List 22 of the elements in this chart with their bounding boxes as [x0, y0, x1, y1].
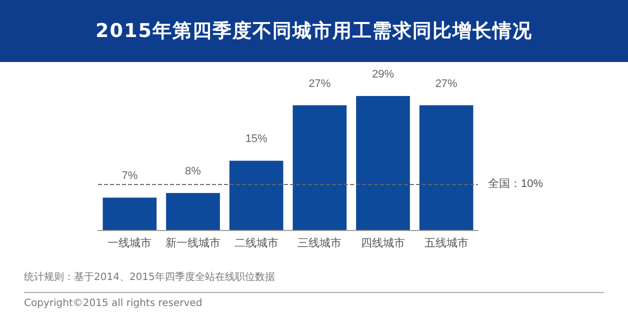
text: 统计规则：基于2014、2015年四季度全站在线职位数据 — [24, 272, 276, 283]
ref-line-label: 全国：10% — [488, 178, 544, 190]
data-label: 7% — [122, 170, 138, 182]
data-label: 8% — [185, 166, 202, 178]
data-label: 27% — [435, 78, 458, 90]
bar — [419, 105, 474, 230]
x-tick-label: 二线城市 — [234, 236, 278, 250]
x-tick-label: 三线城市 — [298, 236, 342, 250]
bar — [102, 198, 157, 230]
chart-title: 2015年第四季度不同城市用工需求同比增长情况 — [0, 0, 628, 62]
bar — [292, 105, 347, 230]
bar — [356, 96, 410, 230]
x-tick-label: 一线城市 — [108, 236, 152, 250]
bar — [229, 160, 284, 230]
x-tick-label: 五线城市 — [424, 236, 468, 250]
text: Copyright©2015 all rights reserved — [24, 292, 604, 309]
bar — [166, 193, 220, 230]
x-tick-label: 四线城市 — [361, 236, 405, 250]
data-label: 29% — [372, 68, 394, 81]
data-label: 27% — [308, 78, 331, 90]
x-tick-label: 新一线城市 — [166, 236, 220, 250]
data-label: 15% — [245, 133, 268, 146]
